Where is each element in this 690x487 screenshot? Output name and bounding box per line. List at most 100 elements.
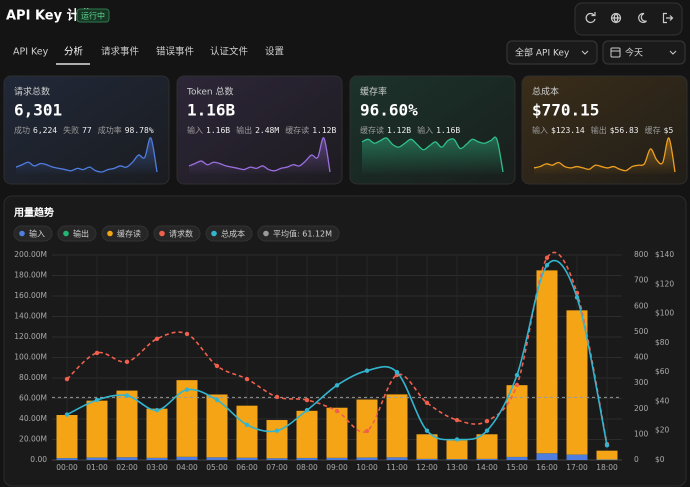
x-tick-label: 13:00 (446, 463, 468, 472)
y3-tick-label: $20 (655, 426, 670, 435)
legend-chip (101, 225, 149, 242)
logout-button[interactable] (662, 12, 674, 24)
toolbar (574, 2, 683, 36)
line-point (514, 372, 520, 378)
legend-dot (211, 230, 217, 237)
tab[interactable]: 设置 (265, 47, 284, 58)
line-point (184, 331, 190, 337)
detail-label: 输出 (236, 125, 252, 135)
bar (386, 394, 408, 458)
detail-value: 6,224 (33, 126, 57, 135)
y-tick-label: 120.00M (14, 332, 47, 341)
line-point (94, 350, 100, 356)
bar (116, 457, 138, 460)
y2-tick-label: 400 (634, 353, 649, 362)
bar (206, 457, 228, 460)
y3-tick-label: $100 (655, 309, 674, 318)
legend-label: 缓存读 (117, 229, 141, 239)
legend-dot (19, 230, 25, 237)
legend-chip (205, 225, 253, 242)
card (521, 75, 688, 185)
legend-chip (153, 225, 201, 242)
x-tick-label: 03:00 (146, 463, 168, 472)
page-title: API Key 计费 (6, 8, 93, 24)
x-tick-label: 10:00 (356, 463, 378, 472)
bar (116, 390, 138, 458)
legend-label: 总成本 (221, 229, 245, 239)
line-point (304, 408, 310, 413)
line-point (544, 255, 550, 261)
tab[interactable]: 请求事件 (101, 46, 140, 58)
y3-tick-label: $80 (655, 338, 670, 347)
detail-label: 成功 (14, 125, 30, 135)
date-filter[interactable] (602, 40, 686, 65)
y-tick-label: 100.00M (14, 353, 47, 362)
legend-label: 输入 (29, 229, 45, 239)
x-tick-label: 09:00 (326, 463, 348, 472)
card-label: 请求总数 (14, 86, 50, 98)
theme-button[interactable] (638, 12, 647, 24)
key-filter-text: 全部 API Key (515, 47, 570, 59)
line-point (484, 418, 490, 424)
y-tick-label: 80.00M (19, 373, 47, 382)
detail-value: $56.83 (610, 126, 639, 135)
card-details: 成功 6,224 失败 77 成功率 98.78% (14, 125, 154, 135)
y3-tick-label: $0 (655, 455, 665, 464)
x-tick-label: 15:00 (506, 463, 528, 472)
line-point (244, 376, 250, 382)
legend-chip (257, 225, 340, 242)
x-tick-label: 11:00 (386, 463, 408, 472)
card-content: 请求总数 6,301 成功 6,224 失败 77 成功率 98.78% (14, 86, 158, 174)
y3-tick-label: $140 (655, 250, 674, 259)
y3-tick-label: $40 (655, 396, 670, 405)
bar (56, 458, 78, 460)
line-point (424, 400, 430, 406)
card-value: 96.60% (360, 101, 418, 120)
legend-label: 输出 (73, 229, 89, 239)
y-tick-label: 200.00M (14, 250, 47, 259)
tab[interactable]: 认证文件 (210, 46, 249, 58)
bar (566, 310, 588, 455)
y-tick-label: 20.00M (19, 435, 47, 444)
refresh-button[interactable] (585, 12, 596, 23)
x-tick-label: 08:00 (296, 463, 318, 472)
tab[interactable]: 错误事件 (156, 46, 195, 58)
card-value: $770.15 (532, 101, 599, 120)
bar (446, 459, 468, 460)
detail-value: 2.48M (255, 126, 279, 135)
line-point (274, 394, 280, 400)
key-filter[interactable] (506, 40, 598, 65)
language-button[interactable] (610, 12, 622, 24)
bar (446, 440, 468, 460)
detail-value: 98.78% (125, 126, 154, 135)
tab[interactable]: 分析 (64, 46, 84, 58)
line-point (484, 428, 490, 433)
bar (326, 457, 348, 460)
line-point (124, 393, 130, 398)
card-value: 6,301 (14, 101, 62, 120)
card (176, 75, 343, 185)
detail-label: 输入 (532, 125, 548, 135)
line-point (514, 382, 520, 388)
bar (326, 407, 348, 458)
bar (476, 458, 498, 460)
bar (596, 450, 618, 460)
x-tick-label: 01:00 (86, 463, 108, 472)
y2-tick-label: 800 (634, 250, 649, 259)
y2-tick-label: 100 (634, 429, 649, 438)
y-tick-label: 40.00M (19, 414, 47, 423)
card-content: 缓存率 96.60% 缓存读 1.12B 输入 1.16B (360, 86, 504, 174)
tab[interactable]: API Key (13, 47, 49, 58)
detail-value: 77 (82, 126, 92, 135)
bar (56, 415, 78, 459)
bar (176, 456, 198, 460)
bar (536, 453, 558, 460)
line-point (154, 336, 160, 341)
detail-label: 失败 (63, 125, 79, 135)
x-tick-label: 16:00 (536, 463, 558, 472)
legend-dot (159, 230, 165, 237)
legend-dot (263, 230, 269, 237)
